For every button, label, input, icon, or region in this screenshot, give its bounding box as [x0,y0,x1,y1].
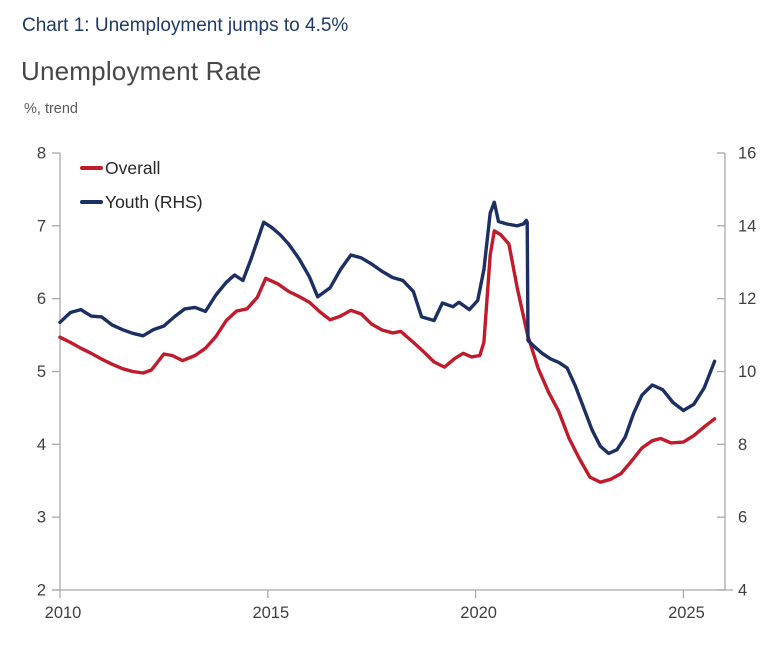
chart-title: Unemployment Rate [21,56,262,86]
right-axis-tick-label: 12 [738,290,756,308]
youth-line-swatch [80,200,103,204]
legend-item-youth: Youth (RHS) [80,185,203,219]
left-axis-tick-label: 2 [37,582,46,600]
right-axis-tick-label: 16 [738,145,756,163]
left-axis-tick-label: 8 [37,145,46,163]
right-axis-tick-label: 4 [738,582,747,600]
legend-label-youth: Youth (RHS) [105,191,203,212]
youth-rhs-line [58,200,717,456]
chart-legend: Overall Youth (RHS) [80,151,203,219]
overall-line [58,229,717,484]
left-axis-tick-label: 6 [37,290,46,308]
legend-label-overall: Overall [105,157,161,178]
right-axis-tick-label: 6 [738,509,747,527]
left-axis-tick-label: 5 [37,363,46,381]
x-axis-tick-label: 2010 [45,604,82,622]
x-axis-tick-label: 2020 [460,604,497,622]
chart-kicker: Chart 1: Unemployment jumps to 4.5% [22,15,349,36]
x-axis-tick-label: 2025 [668,604,705,622]
chart-subtitle: %, trend [24,101,78,117]
right-axis-tick-label: 8 [738,436,747,454]
legend-item-overall: Overall [80,151,203,185]
left-axis-tick-label: 3 [37,509,46,527]
right-axis-tick-label: 10 [738,363,756,381]
overall-line-swatch [80,166,103,170]
left-axis-tick-label: 4 [37,436,46,454]
right-axis-tick-label: 14 [738,217,756,235]
left-axis-tick-label: 7 [37,217,46,235]
x-axis-tick-label: 2015 [252,604,289,622]
